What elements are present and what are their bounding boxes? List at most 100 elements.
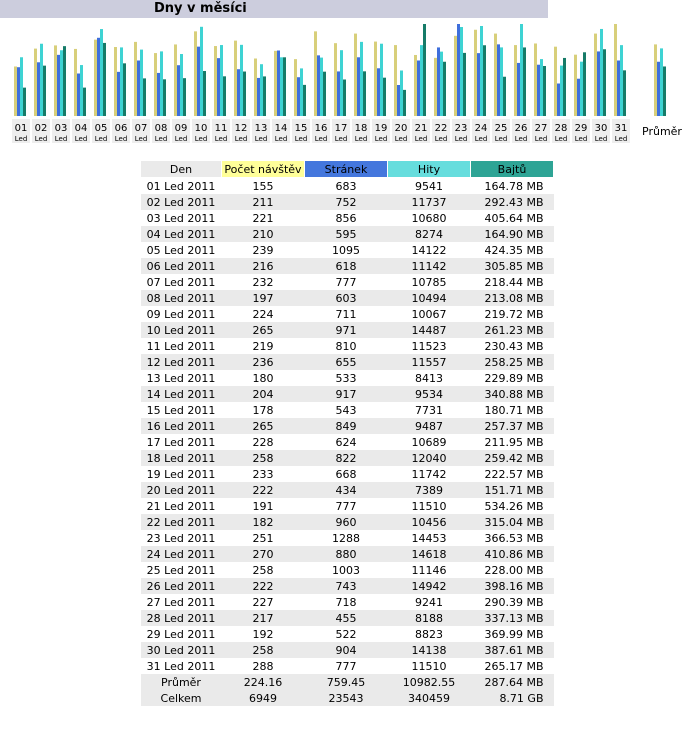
visits-cell: 197 bbox=[221, 290, 305, 306]
chart-bar bbox=[514, 45, 517, 116]
bytes-cell: 534.26 MB bbox=[484, 499, 544, 513]
day-cell: 01 Led 2011 bbox=[146, 179, 216, 193]
pages-cell: 618 bbox=[304, 258, 388, 274]
visits-cell: 191 bbox=[252, 499, 274, 513]
month-tick-label: Led bbox=[335, 135, 348, 143]
day-cell: 07 Led 2011 bbox=[146, 275, 216, 289]
month-tick-label: Led bbox=[35, 135, 48, 143]
average-label: Průměr bbox=[140, 674, 222, 690]
day-tick-label: 29 bbox=[575, 123, 588, 134]
hits-cell: 8188 bbox=[387, 610, 471, 626]
chart-bar bbox=[77, 73, 80, 116]
col-header-hits: Hity bbox=[387, 160, 471, 178]
hits-cell: 12040 bbox=[387, 450, 471, 466]
day-tick-label: 28 bbox=[555, 123, 568, 134]
col-header-pages: Stránek bbox=[304, 160, 388, 178]
hits-cell: 14942 bbox=[387, 578, 471, 594]
chart-bar bbox=[237, 69, 240, 116]
day-cell: 14 Led 2011 bbox=[140, 386, 222, 402]
hits-cell: 8413 bbox=[415, 371, 443, 385]
day-cell: 04 Led 2011 bbox=[140, 226, 222, 242]
pages-cell: 522 bbox=[335, 627, 357, 641]
pages-cell: 904 bbox=[304, 642, 388, 658]
chart-bar bbox=[134, 41, 137, 117]
day-cell: 20 Led 2011 bbox=[140, 482, 222, 498]
chart-bar bbox=[143, 78, 146, 116]
day-tick-label: 25 bbox=[495, 123, 508, 134]
pages-cell: 743 bbox=[304, 578, 388, 594]
month-tick-label: Led bbox=[215, 135, 228, 143]
chart-bar bbox=[303, 84, 306, 116]
chart-bar bbox=[137, 60, 140, 116]
chart-bar bbox=[597, 51, 600, 116]
bytes-cell: 387.61 MB bbox=[470, 642, 554, 658]
chart-bar bbox=[57, 54, 60, 116]
bytes-cell: 219.72 MB bbox=[484, 307, 544, 321]
pages-cell: 434 bbox=[304, 482, 388, 498]
chart-bar bbox=[140, 49, 143, 116]
day-label-bg bbox=[372, 119, 390, 143]
table-row: 04 Led 2011 210 595 8274 164.90 MB bbox=[140, 226, 554, 242]
chart-bar bbox=[323, 71, 326, 116]
day-label-bg bbox=[552, 119, 570, 143]
chart-bar bbox=[260, 64, 263, 116]
chart-bar bbox=[180, 54, 183, 116]
days-table: Den Počet návštěv Stránek Hity Bajtů 01 … bbox=[140, 160, 554, 706]
chart-bar bbox=[457, 24, 460, 116]
chart-bar bbox=[37, 62, 40, 116]
hits-cell: 10689 bbox=[411, 435, 447, 449]
day-label-bg bbox=[92, 119, 110, 143]
chart-bar bbox=[543, 65, 546, 116]
hits-cell: 10680 bbox=[411, 211, 447, 225]
chart-bar bbox=[317, 55, 320, 116]
day-label-bg bbox=[332, 119, 350, 143]
day-label-bg bbox=[612, 119, 630, 143]
chart-bar bbox=[563, 57, 566, 116]
visits-cell: 204 bbox=[221, 386, 305, 402]
hits-cell: 11742 bbox=[411, 467, 447, 481]
day-label-bg bbox=[532, 119, 550, 143]
day-cell: 06 Led 2011 bbox=[140, 258, 222, 274]
visits-cell: 251 bbox=[252, 531, 274, 545]
chart-bar bbox=[560, 65, 563, 116]
hits-cell: 14453 bbox=[411, 531, 447, 545]
chart-bar bbox=[580, 61, 583, 116]
day-label-bg bbox=[112, 119, 130, 143]
chart-bar bbox=[314, 31, 317, 116]
visits-cell: 222 bbox=[221, 482, 305, 498]
table-header-row: Den Počet návštěv Stránek Hity Bajtů bbox=[140, 160, 554, 178]
day-cell: 27 Led 2011 bbox=[146, 595, 216, 609]
chart-bar bbox=[623, 70, 626, 116]
pages-cell: 810 bbox=[335, 339, 357, 353]
pages-cell: 1288 bbox=[332, 531, 360, 545]
bytes-cell: 164.78 MB bbox=[484, 179, 544, 193]
hits-cell: 10067 bbox=[411, 307, 447, 321]
chart-bar bbox=[383, 77, 386, 116]
chart-bar bbox=[360, 41, 363, 116]
day-tick-label: 30 bbox=[595, 123, 608, 134]
table-row: 06 Led 2011 216 618 11142 305.85 MB bbox=[140, 258, 554, 274]
average-bar bbox=[657, 61, 660, 116]
visits-cell: 182 bbox=[221, 514, 305, 530]
day-cell: 11 Led 2011 bbox=[146, 339, 216, 353]
day-tick-label: 06 bbox=[115, 123, 128, 134]
bytes-cell: 218.44 MB bbox=[484, 275, 544, 289]
hits-cell: 10456 bbox=[387, 514, 471, 530]
chart-bar bbox=[617, 60, 620, 116]
pages-cell: 960 bbox=[304, 514, 388, 530]
chart-bar bbox=[214, 46, 217, 116]
bytes-cell: 180.71 MB bbox=[484, 403, 544, 417]
day-label-bg bbox=[12, 119, 30, 143]
table-body: 01 Led 2011 155 683 9541 164.78 MB 02 Led 201… bbox=[140, 178, 554, 675]
visits-cell: 219 bbox=[252, 339, 274, 353]
pages-cell: 777 bbox=[335, 499, 357, 513]
chart-bar bbox=[160, 51, 163, 116]
hits-cell: 11142 bbox=[387, 258, 471, 274]
day-tick-label: 08 bbox=[155, 123, 168, 134]
day-label-bg bbox=[452, 119, 470, 143]
chart-bar bbox=[594, 33, 597, 117]
bytes-cell: 366.53 MB bbox=[484, 531, 544, 545]
table-row: 19 Led 2011 233 668 11742 222.57 MB bbox=[141, 466, 554, 482]
day-tick-label: 31 bbox=[615, 123, 628, 134]
day-tick-label: 12 bbox=[235, 123, 248, 134]
